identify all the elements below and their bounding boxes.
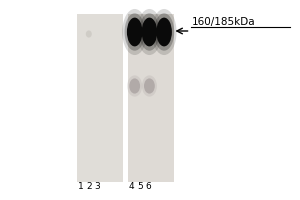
Bar xyxy=(128,14,174,182)
Ellipse shape xyxy=(137,9,162,55)
Text: 3: 3 xyxy=(94,182,100,191)
Ellipse shape xyxy=(139,13,160,51)
Ellipse shape xyxy=(154,13,174,51)
Text: 2: 2 xyxy=(86,182,92,191)
Ellipse shape xyxy=(124,13,145,51)
Text: 5: 5 xyxy=(137,182,143,191)
Ellipse shape xyxy=(142,18,157,46)
Ellipse shape xyxy=(129,78,140,94)
Bar xyxy=(76,14,123,182)
Text: 1: 1 xyxy=(77,182,83,191)
Ellipse shape xyxy=(144,78,155,94)
Text: 160/185kDa: 160/185kDa xyxy=(192,17,256,27)
Text: 4: 4 xyxy=(129,182,134,191)
Text: 6: 6 xyxy=(145,182,151,191)
Ellipse shape xyxy=(127,18,142,46)
Ellipse shape xyxy=(122,9,147,55)
Ellipse shape xyxy=(86,30,92,38)
Ellipse shape xyxy=(152,9,177,55)
Ellipse shape xyxy=(156,18,172,46)
Ellipse shape xyxy=(142,75,157,97)
Ellipse shape xyxy=(127,75,142,97)
